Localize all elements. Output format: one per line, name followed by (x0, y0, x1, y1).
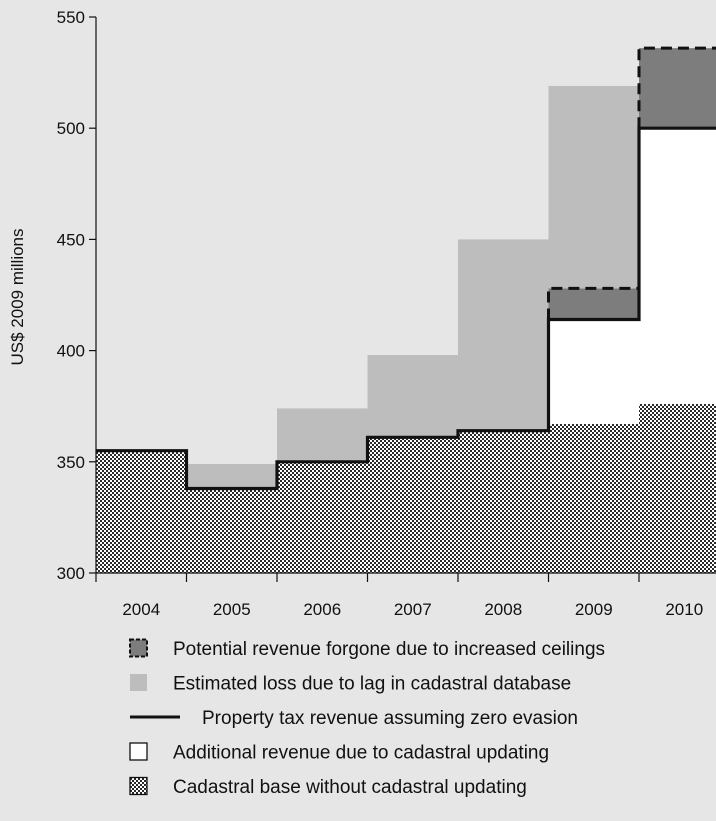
y-tick-label-300: 300 (57, 564, 85, 583)
legend-swatch-lag-loss (130, 674, 147, 691)
additional-bar-2009 (548, 319, 639, 424)
legend-swatch-additional (129, 742, 148, 761)
y-tick-label-550: 550 (57, 8, 85, 27)
y-axis-label: US$ 2009 millions (8, 228, 27, 365)
legend-item-lag-loss: Estimated loss due to lag in cadastral d… (130, 674, 571, 695)
lag-loss-bar-2007 (367, 355, 458, 438)
legend-swatch-base (129, 776, 148, 796)
base-bar-2010 (639, 403, 716, 573)
base-bar-2008 (458, 430, 549, 573)
lag-loss-bar-2008 (458, 239, 549, 431)
x-tick-label-2005: 2005 (213, 600, 251, 619)
additional-bar-2010 (639, 128, 716, 404)
x-tick-label-2007: 2007 (394, 600, 432, 619)
y-tick-label-500: 500 (57, 119, 85, 138)
x-tick-label-2008: 2008 (484, 600, 522, 619)
forgone-border-2010 (637, 46, 716, 129)
lag-loss-bar-2006 (277, 408, 368, 462)
y-tick-label-350: 350 (57, 453, 85, 472)
legend-item-forgone: Potential revenue forgone due to increas… (129, 638, 605, 660)
y-tick-label-450: 450 (57, 230, 85, 249)
y-tick-label-400: 400 (57, 342, 85, 361)
x-tick-label-2010: 2010 (665, 600, 703, 619)
legend-swatch-forgone (129, 638, 148, 658)
forgone-bar-2009 (548, 288, 639, 320)
axes: US$ 2009 millions 300 350 400 450 500 550 2004… (8, 8, 716, 619)
legend-item-additional: Additional revenue due to cadastral upda… (129, 742, 549, 764)
lag-loss-bar-2009 (548, 85, 639, 289)
lag-loss-bar-2005 (186, 464, 277, 489)
base-bar-2005 (186, 488, 277, 573)
x-tick-label-2006: 2006 (303, 600, 341, 619)
base-bar-2004 (96, 450, 187, 573)
x-tick-label-2004: 2004 (122, 600, 160, 619)
legend-label-property-tax: Property tax revenue assuming zero evasi… (202, 708, 578, 729)
plot-area (96, 48, 716, 573)
base-bar-2009 (548, 423, 639, 573)
legend-item-base: Cadastral base without cadastral updatin… (129, 776, 527, 798)
base-bar-2007 (367, 437, 458, 573)
property-tax-line (96, 126, 716, 491)
forgone-bar-2010 (639, 48, 716, 129)
legend: Potential revenue forgone due to increas… (129, 638, 605, 798)
legend-label-additional: Additional revenue due to cadastral upda… (173, 743, 549, 764)
legend-label-base: Cadastral base without cadastral updatin… (173, 777, 527, 798)
plot-lines (96, 46, 716, 491)
x-tick-label-2009: 2009 (575, 600, 613, 619)
legend-item-property-tax: Property tax revenue assuming zero evasi… (130, 708, 578, 729)
legend-label-lag-loss: Estimated loss due to lag in cadastral d… (173, 674, 571, 695)
legend-label-forgone: Potential revenue forgone due to increas… (173, 639, 605, 660)
base-bar-2006 (277, 461, 368, 573)
